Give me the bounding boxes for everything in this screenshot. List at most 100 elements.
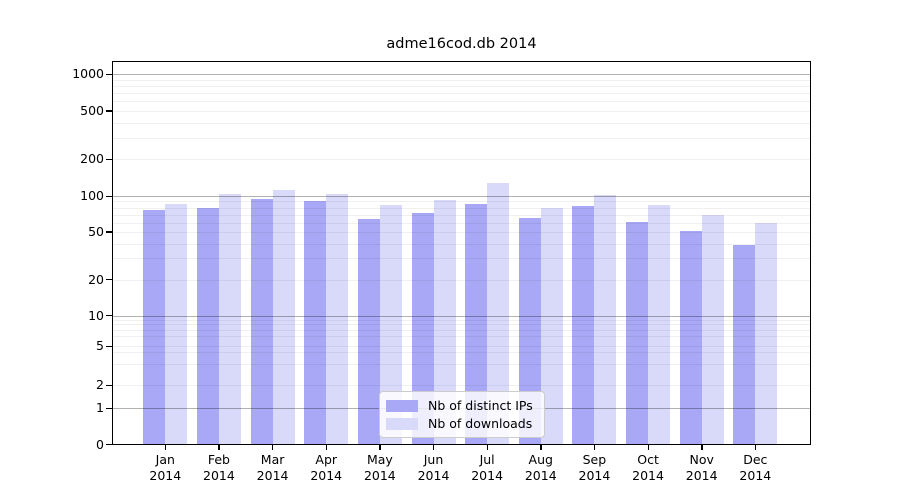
x-tick-mark-apr — [325, 445, 328, 450]
x-tick-month: Mar — [260, 452, 285, 467]
bar-distinct-ips-jul — [465, 203, 488, 445]
x-tick-mark-mar — [272, 445, 274, 450]
x-tick-year: 2014 — [524, 467, 557, 483]
x-tick-mark-may — [379, 445, 381, 450]
x-tick-year: 2014 — [685, 467, 718, 483]
y-tick-label-1: 1 — [96, 400, 104, 415]
bar-downloads-sep — [594, 195, 617, 445]
y-tick-mark-1 — [106, 407, 112, 409]
bar-downloads-oct — [648, 205, 671, 445]
x-tick-mark-aug — [540, 445, 542, 450]
x-tick-label-jun: Jun 2014 — [404, 452, 464, 483]
bar-downloads-may — [379, 205, 402, 445]
y-tick-label-0: 0 — [96, 436, 104, 452]
y-tick-label-10: 10 — [88, 307, 104, 323]
x-tick-mark-jun — [433, 445, 435, 450]
x-tick-month: Aug — [528, 452, 553, 467]
x-tick-mark-jul — [486, 445, 489, 450]
x-tick-month: May — [366, 452, 393, 467]
bar-downloads-apr — [326, 193, 349, 445]
x-tick-month: Jul — [479, 452, 495, 467]
legend-label-downloads: Nb of downloads — [428, 416, 533, 431]
bar-distinct-ips-jun — [411, 213, 434, 445]
y-tick-label-20: 20 — [88, 271, 104, 287]
x-tick-mark-oct — [647, 445, 649, 450]
bar-downloads-dec — [755, 223, 778, 445]
x-tick-month: Nov — [689, 452, 714, 467]
bar-downloads-jan — [165, 204, 188, 445]
y-tick-mark-500 — [106, 110, 112, 112]
bar-downloads-mar — [272, 189, 295, 445]
bar-distinct-ips-sep — [572, 205, 595, 445]
legend: Nb of distinct IPs Nb of downloads — [379, 391, 545, 438]
y-tick-mark-0 — [106, 444, 112, 446]
y-tick-label-500: 500 — [80, 102, 104, 118]
x-tick-year: 2014 — [310, 467, 343, 483]
x-tick-label-mar: Mar 2014 — [243, 452, 303, 483]
y-tick-label-100: 100 — [80, 188, 104, 203]
bar-distinct-ips-dec — [733, 244, 756, 445]
y-tick-label-50: 50 — [88, 223, 104, 239]
x-tick-mark-dec — [754, 445, 757, 450]
x-tick-month: Apr — [315, 452, 338, 467]
x-tick-label-aug: Aug 2014 — [511, 452, 571, 483]
x-tick-label-nov: Nov 2014 — [672, 452, 732, 483]
x-tick-year: 2014 — [256, 467, 289, 483]
y-tick-mark-20 — [106, 279, 112, 281]
bar-distinct-ips-oct — [626, 221, 649, 445]
legend-swatch-distinct-ips — [386, 399, 418, 412]
bar-downloads-aug — [540, 208, 563, 445]
y-tick-label-2: 2 — [96, 377, 104, 392]
x-tick-month: Oct — [637, 452, 659, 467]
bar-distinct-ips-apr — [304, 200, 327, 445]
y-tick-label-200: 200 — [80, 151, 104, 167]
y-tick-mark-1000 — [106, 73, 112, 75]
x-tick-month: Feb — [207, 452, 230, 467]
x-tick-mark-nov — [701, 445, 703, 450]
x-tick-label-jan: Jan 2014 — [135, 452, 195, 483]
x-tick-label-apr: Apr 2014 — [296, 452, 356, 483]
x-tick-label-sep: Sep 2014 — [564, 452, 624, 483]
legend-label-distinct-ips: Nb of distinct IPs — [428, 398, 533, 413]
x-tick-year: 2014 — [632, 467, 664, 483]
y-tick-label-1000: 1000 — [72, 66, 104, 81]
x-tick-month: Jun — [423, 452, 444, 467]
legend-swatch-downloads — [386, 417, 418, 430]
x-tick-year: 2014 — [203, 467, 235, 483]
bar-distinct-ips-aug — [518, 217, 541, 445]
y-tick-mark-2 — [106, 384, 112, 386]
x-tick-month: Dec — [743, 452, 768, 467]
x-tick-label-oct: Oct 2014 — [618, 452, 678, 483]
plot-area — [112, 61, 811, 445]
x-tick-label-dec: Dec 2014 — [725, 452, 785, 483]
bar-downloads-nov — [701, 214, 724, 445]
y-tick-mark-200 — [106, 158, 112, 161]
bar-distinct-ips-mar — [250, 198, 273, 445]
bars-layer — [112, 61, 811, 445]
y-tick-label-5: 5 — [96, 338, 104, 353]
x-tick-mark-jan — [164, 445, 167, 450]
x-tick-label-may: May 2014 — [350, 452, 410, 483]
bar-downloads-jun — [433, 200, 456, 445]
bar-distinct-ips-feb — [196, 207, 219, 445]
x-tick-mark-feb — [218, 445, 220, 450]
bar-downloads-feb — [218, 194, 241, 445]
x-tick-year: 2014 — [149, 467, 182, 483]
y-tick-mark-10 — [106, 315, 112, 317]
x-tick-year: 2014 — [417, 467, 450, 483]
y-tick-mark-5 — [106, 345, 112, 347]
x-tick-year: 2014 — [363, 467, 396, 483]
y-tick-mark-100 — [106, 195, 112, 197]
x-tick-mark-sep — [593, 445, 596, 450]
x-tick-label-feb: Feb 2014 — [189, 452, 249, 483]
bar-distinct-ips-nov — [679, 230, 702, 445]
x-tick-year: 2014 — [471, 467, 504, 483]
x-tick-month: Jan — [155, 452, 175, 467]
x-tick-label-jul: Jul 2014 — [457, 452, 517, 483]
legend-row-distinct-ips: Nb of distinct IPs — [386, 397, 537, 414]
legend-row-downloads: Nb of downloads — [386, 415, 537, 432]
bar-downloads-jul — [487, 183, 510, 445]
bar-distinct-ips-may — [357, 219, 380, 445]
chart-title: adme16cod.db 2014 — [386, 36, 537, 52]
